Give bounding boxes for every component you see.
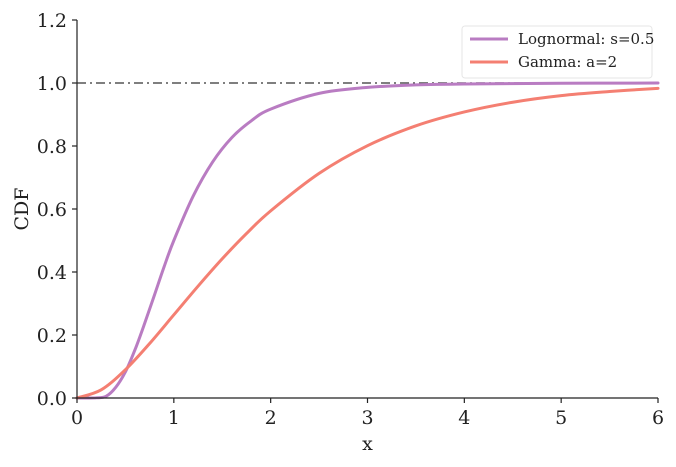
x-tick-label: 3: [361, 407, 373, 429]
legend-label-lognormal: Lognormal: s=0.5: [518, 30, 654, 48]
y-tick-label: 0.0: [37, 388, 67, 410]
x-tick-label: 1: [168, 407, 180, 429]
legend-label-gamma: Gamma: a=2: [518, 53, 617, 71]
y-axis-title: CDF: [11, 188, 33, 231]
y-tick-label: 1.0: [37, 73, 67, 95]
x-tick-label: 5: [555, 407, 567, 429]
y-tick-label: 0.4: [37, 262, 67, 284]
y-tick-label: 0.6: [37, 199, 67, 221]
y-tick-label: 0.8: [37, 136, 67, 158]
ticks-layer: 0 1 2 3 4 5 6 0.0 0.2 0.4 0.6 0.8 1.0 1.2: [37, 10, 664, 429]
x-tick-label: 4: [458, 407, 470, 429]
x-tick-label: 6: [652, 407, 664, 429]
x-axis-title: x: [362, 433, 373, 455]
y-tick-label: 1.2: [37, 10, 67, 32]
legend: Lognormal: s=0.5 Gamma: a=2: [461, 25, 654, 79]
series-layer: [75, 81, 660, 400]
series-line-gamma: [75, 86, 660, 400]
y-tick-label: 0.2: [37, 325, 67, 347]
x-tick-label: 2: [265, 407, 277, 429]
series-line-lognormal: [75, 81, 660, 400]
x-tick-label: 0: [71, 407, 83, 429]
legend-box: [461, 25, 653, 79]
